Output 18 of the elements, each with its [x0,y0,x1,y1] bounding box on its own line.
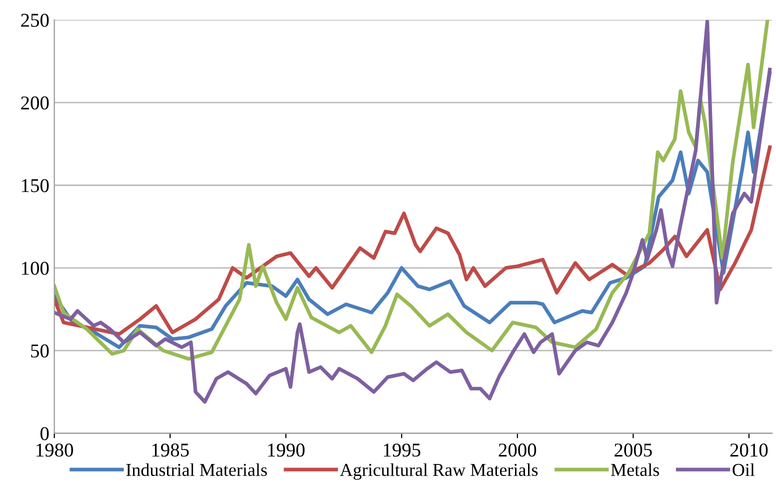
y-tick-label: 150 [22,179,49,192]
x-tick-label: 1980 [36,444,74,457]
y-tick-label: 0 [40,427,49,440]
y-tick-label: 200 [21,96,49,110]
x-tick-label: 1990 [268,444,305,457]
y-tick-label: 250 [21,14,49,27]
x-tick-label: 2000 [498,444,536,457]
legend-label: Industrial Materials [126,463,267,476]
y-tick-label: 100 [22,262,49,275]
legend-label: Oil [732,463,755,476]
legend-label: Metals [611,463,660,476]
x-tick-label: 1995 [384,444,420,457]
y-tick-label: 50 [31,344,49,358]
x-tick-label: 2005 [614,444,652,457]
legend-label: Agricultural Raw Materials [340,463,538,480]
line-series [54,145,772,336]
x-tick-label: 2010 [730,444,768,457]
x-tick-label: 1985 [152,444,189,457]
